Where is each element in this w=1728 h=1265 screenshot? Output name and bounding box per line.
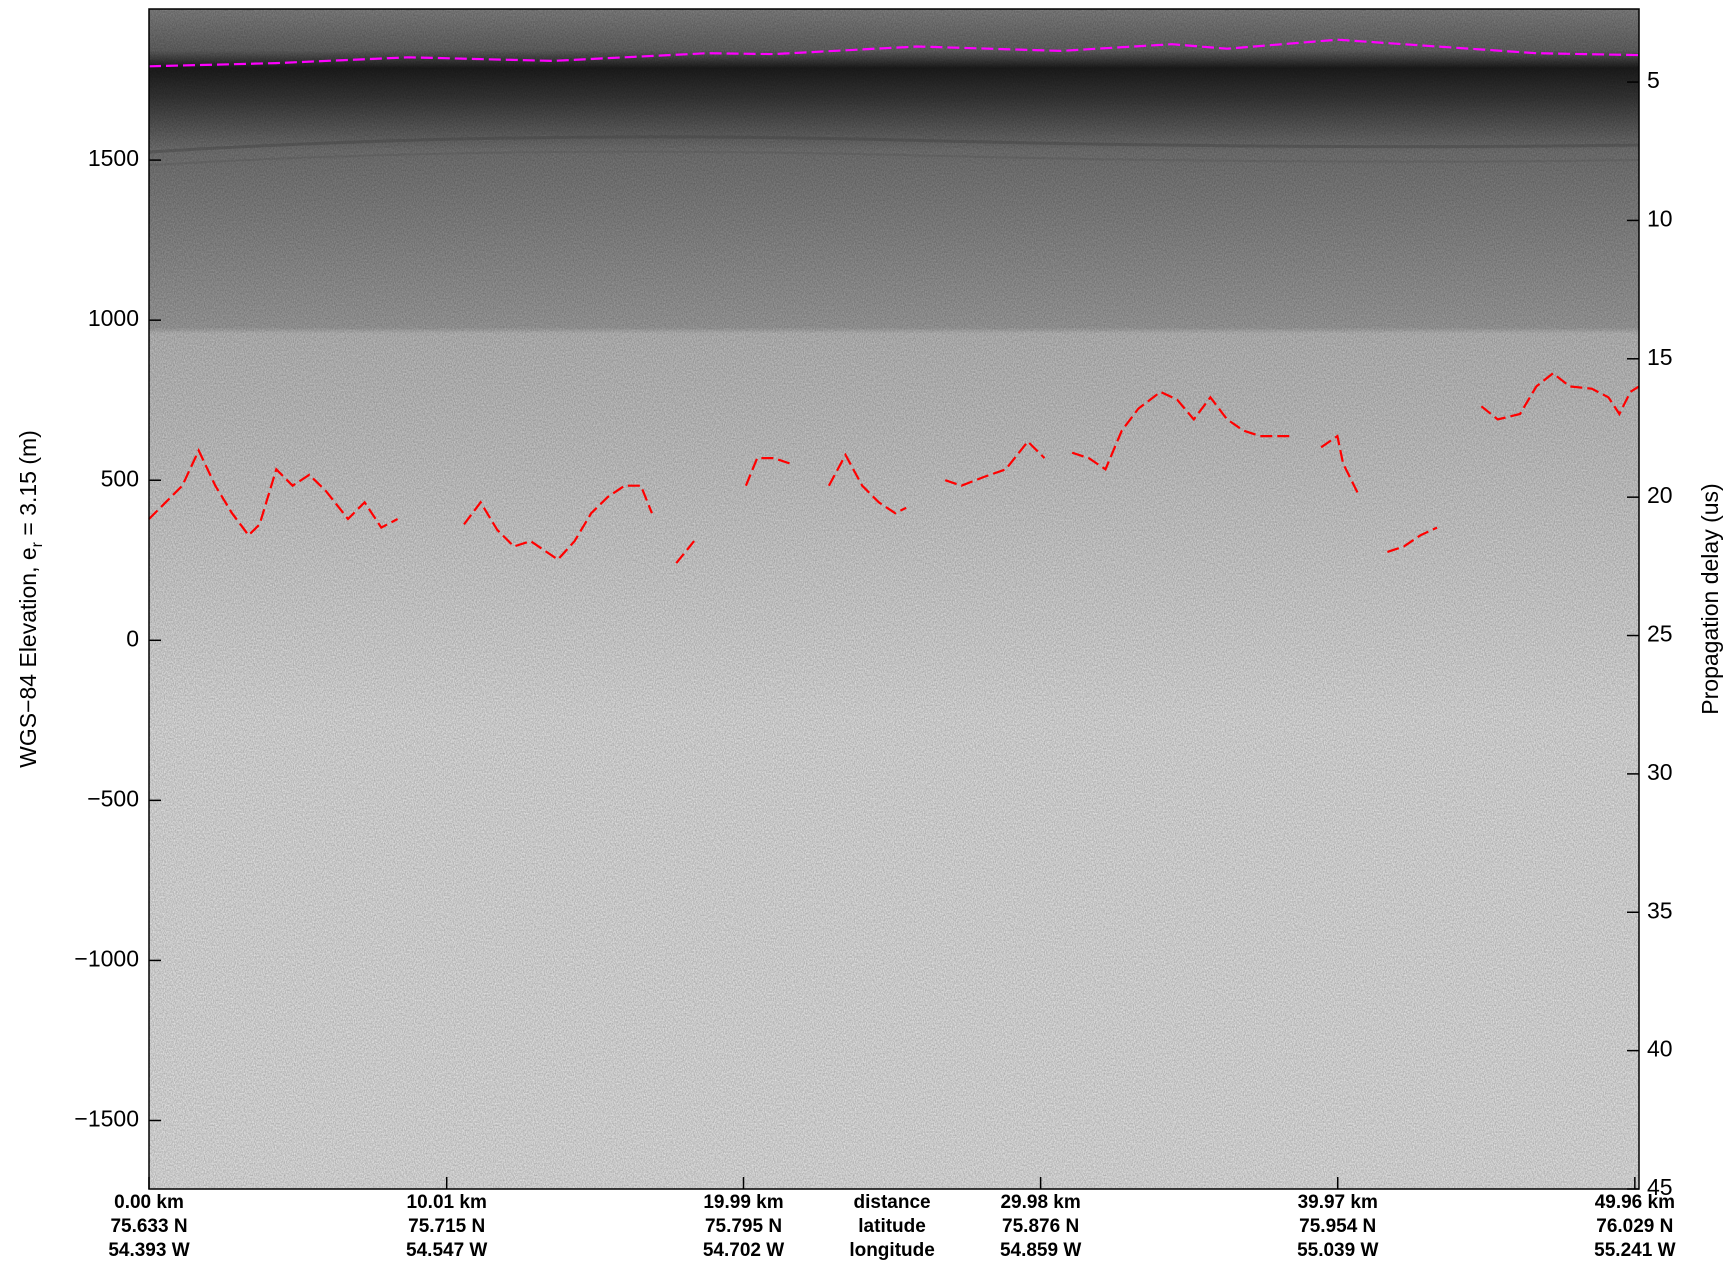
x-tick-label: 19.99 km <box>703 1192 783 1213</box>
x-tick-latitude: 75.633 N <box>110 1216 187 1237</box>
y-tick-label: 500 <box>101 465 139 491</box>
y2-tick-label: 5 <box>1647 67 1660 93</box>
y-tick-label: −500 <box>87 785 139 811</box>
x-tick-longitude: 55.039 W <box>1297 1240 1378 1261</box>
y2-tick-label: 45 <box>1647 1174 1673 1200</box>
y2-tick-label: 15 <box>1647 344 1673 370</box>
x-tick-latitude: 76.029 N <box>1596 1216 1673 1237</box>
x-tick-longitude: 54.393 W <box>108 1240 189 1261</box>
y2-tick-label: 30 <box>1647 759 1673 785</box>
x-tick-longitude: 54.859 W <box>1000 1240 1081 1261</box>
x-tick-label: 10.01 km <box>407 1192 487 1213</box>
x-tick-label: 0.00 km <box>114 1192 184 1213</box>
x-row-label: longitude <box>849 1240 934 1261</box>
y-axis-label: WGS−84 Elevation, er = 3.15 (m) <box>15 430 46 768</box>
x-tick-latitude: 75.954 N <box>1299 1216 1376 1237</box>
x-tick-label: 49.96 km <box>1595 1192 1675 1213</box>
y-tick-label: −1500 <box>74 1106 139 1132</box>
y-tick-label: −1000 <box>74 946 139 972</box>
echogram-texture <box>149 9 1639 1189</box>
x-tick-label: 29.98 km <box>1000 1192 1080 1213</box>
y-axis-label-text: WGS−84 Elevation, e <box>15 547 41 768</box>
x-tick-longitude: 55.241 W <box>1594 1240 1675 1261</box>
plot-frame <box>148 8 1640 1190</box>
y2-tick-label: 10 <box>1647 206 1673 232</box>
y-tick-label: 0 <box>126 625 139 651</box>
internal-layer <box>148 150 1640 166</box>
y2-axis-label: Propagation delay (us) <box>1697 483 1723 714</box>
x-tick-longitude: 54.547 W <box>406 1240 487 1261</box>
y-axis-label-suffix: = 3.15 (m) <box>15 430 41 542</box>
x-tick-label: 39.97 km <box>1298 1192 1378 1213</box>
series-line <box>148 371 1640 564</box>
x-row-label: distance <box>854 1192 931 1213</box>
x-tick-latitude: 75.795 N <box>705 1216 782 1237</box>
x-tick-latitude: 75.715 N <box>408 1216 485 1237</box>
x-tick-longitude: 54.702 W <box>703 1240 784 1261</box>
y2-tick-label: 40 <box>1647 1036 1673 1062</box>
y-axis-label-subscript: r <box>29 541 46 547</box>
y-tick-label: 1500 <box>88 145 139 171</box>
x-tick-latitude: 75.876 N <box>1002 1216 1079 1237</box>
y2-tick-label: 20 <box>1647 482 1673 508</box>
series-line <box>148 38 1640 68</box>
y2-tick-label: 35 <box>1647 897 1673 923</box>
echogram <box>148 9 1640 1189</box>
x-row-label: latitude <box>858 1216 926 1237</box>
y-tick-label: 1000 <box>88 305 139 331</box>
internal-layer <box>148 135 1640 154</box>
y2-tick-label: 25 <box>1647 621 1673 647</box>
